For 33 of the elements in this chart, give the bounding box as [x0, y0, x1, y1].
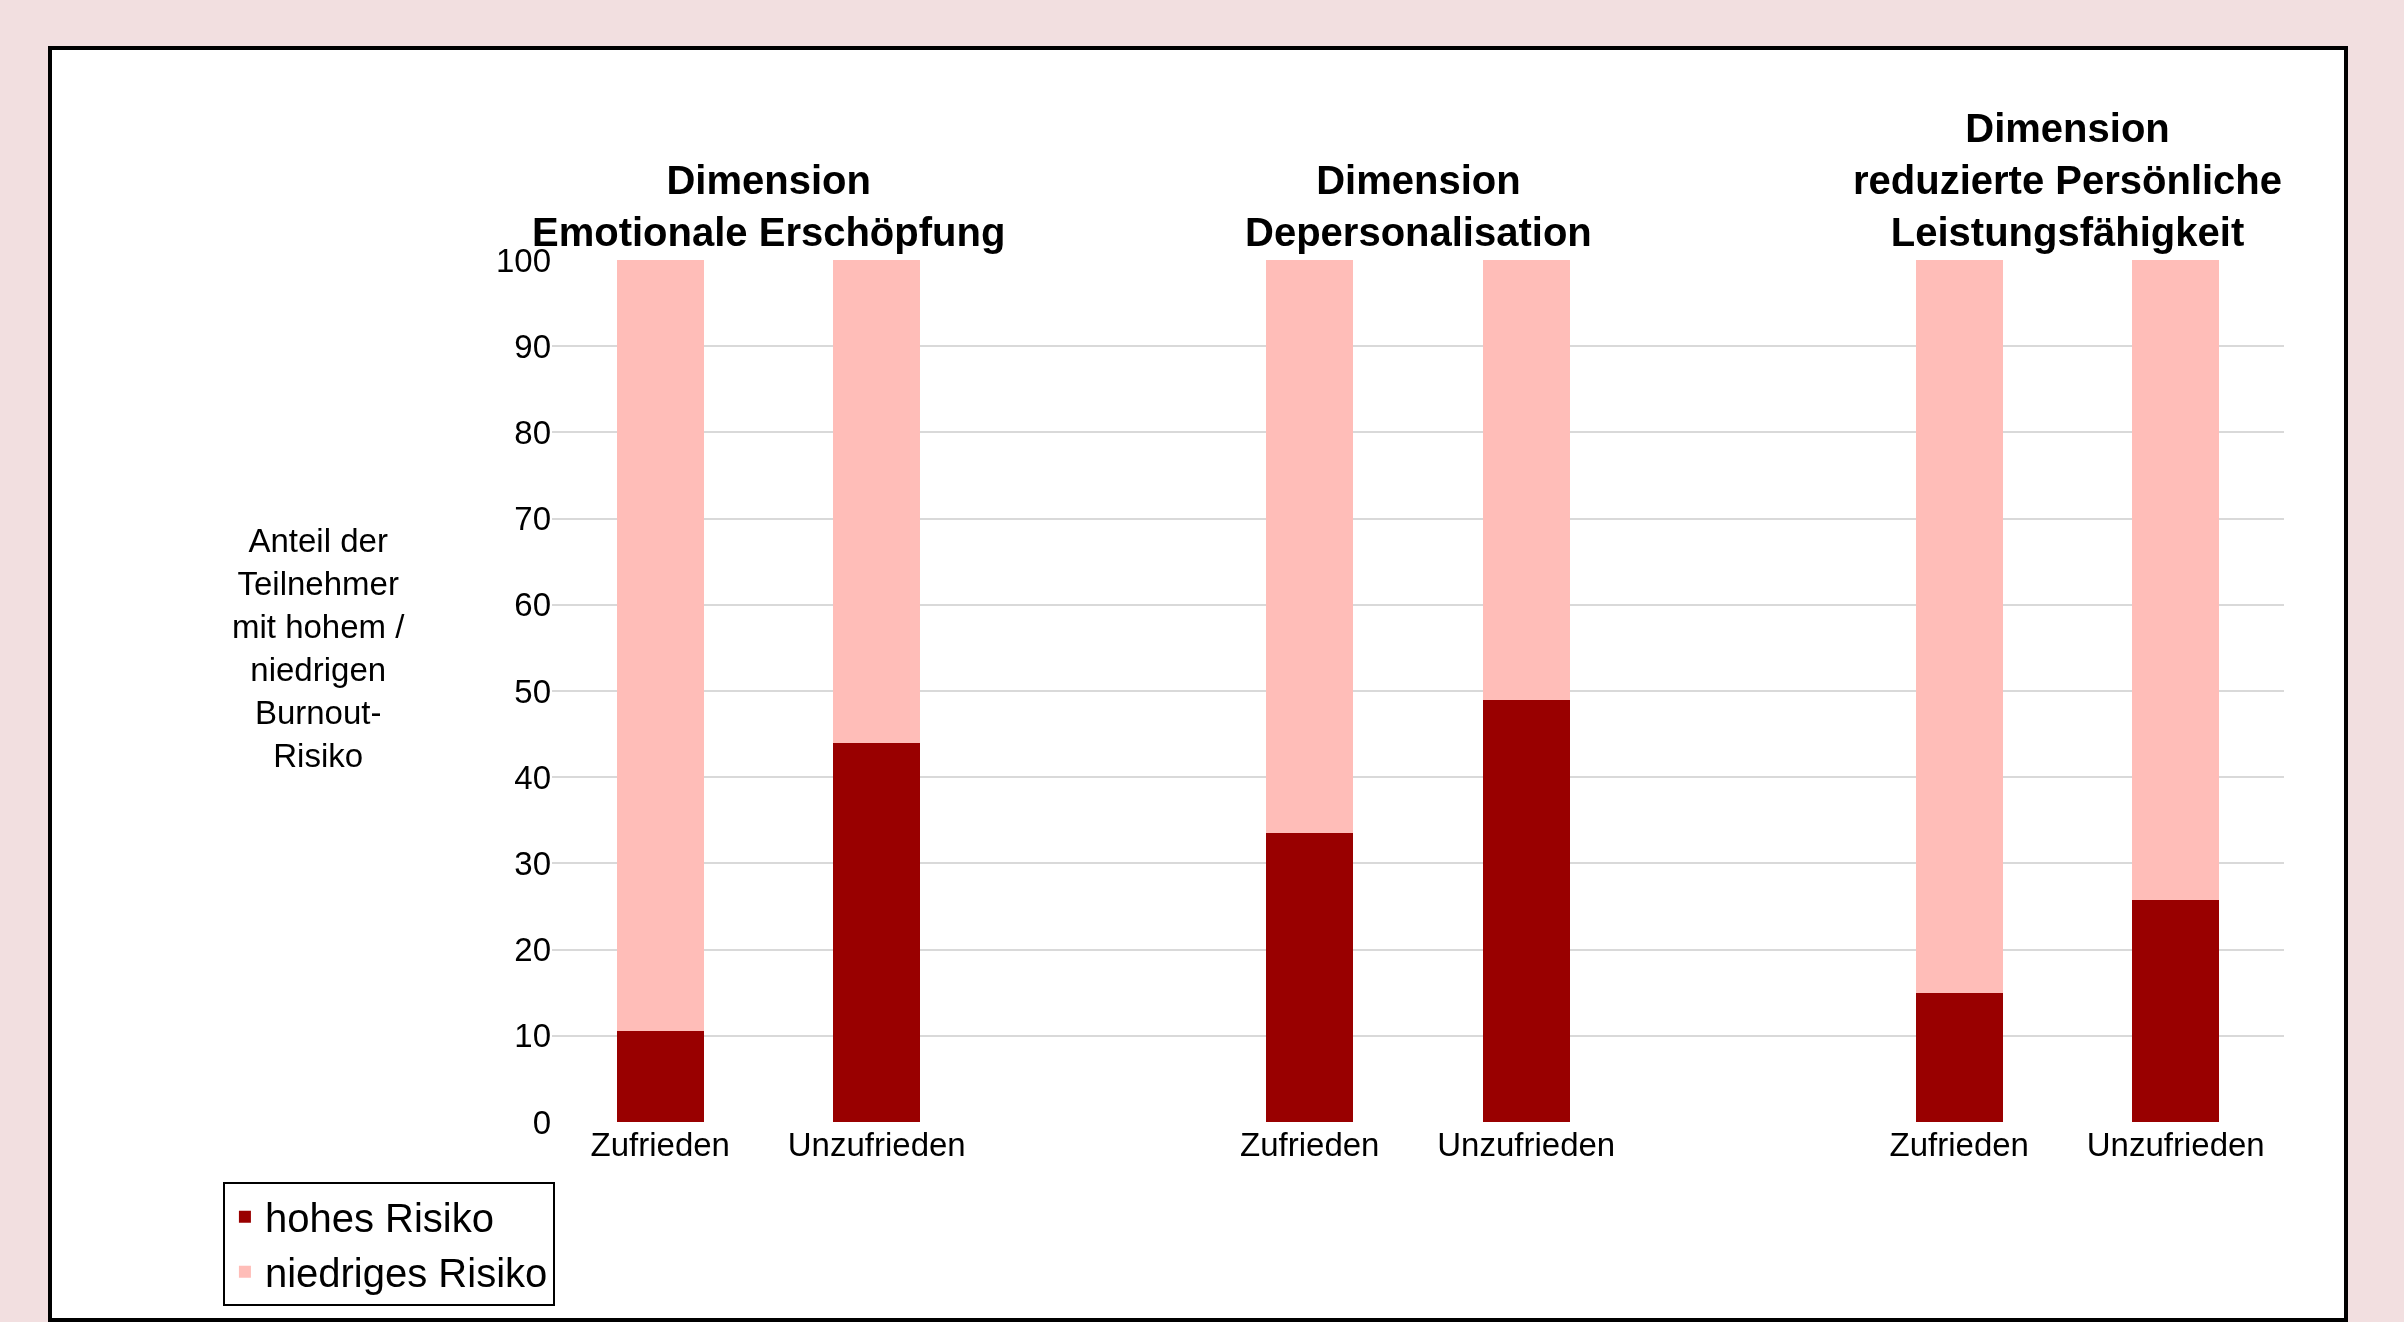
y-tick-label: 40: [514, 758, 551, 796]
bar: [833, 742, 921, 1122]
x-tick-label: Unzufrieden: [787, 1126, 966, 1163]
text: Dimension Depersonalisation: [1245, 158, 1592, 254]
y-tick-label: 30: [514, 844, 551, 882]
bar: [1482, 260, 1570, 700]
bar: [616, 1031, 704, 1122]
bar: [1915, 260, 2003, 993]
x-tick-label: Zufrieden: [1889, 1126, 2029, 1163]
y-tick-label: 80: [514, 413, 551, 451]
bar: [1915, 992, 2003, 1122]
y-tick-label: 90: [514, 327, 551, 365]
bar: [1266, 833, 1354, 1122]
x-tick-label: Unzufrieden: [1437, 1126, 1616, 1163]
x-tick-label: Zufrieden: [1240, 1126, 1380, 1163]
y-tick-label: 50: [514, 672, 551, 710]
y-tick-label: 0: [532, 1103, 551, 1141]
bar: [2132, 260, 2220, 901]
legend-label: hohes Risiko: [264, 1196, 494, 1241]
y-tick-label: 60: [514, 586, 551, 624]
text: Dimension reduzierte Persönliche Leistungsfähigkeit: [1853, 106, 2283, 254]
bar: [1266, 260, 1354, 834]
y-tick-label: 20: [514, 931, 551, 969]
bar: [2132, 900, 2220, 1122]
bar: [1482, 699, 1570, 1122]
x-tick-label: Zufrieden: [590, 1126, 730, 1163]
x-tick-label: Unzufrieden: [2086, 1126, 2265, 1163]
bar: [833, 260, 921, 743]
y-tick-label: 10: [514, 1017, 551, 1055]
bar: [616, 260, 704, 1032]
legend-label: niedriges Risiko: [264, 1251, 548, 1296]
y-tick-label: 70: [514, 500, 551, 538]
y-axis-title: Anteil der Teilnehmer mit hohem / niedrigen Burnout- Risiko: [232, 522, 406, 774]
